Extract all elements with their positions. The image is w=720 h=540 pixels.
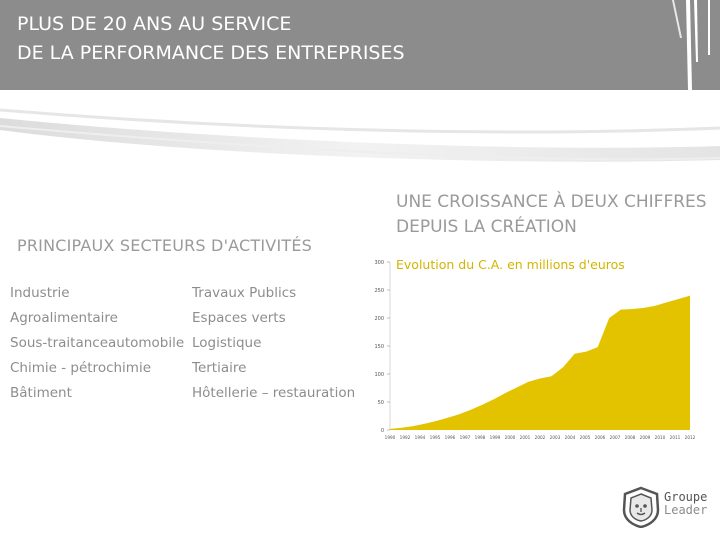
y-tick-label: 250 [374,288,384,294]
header-banner: PLUS DE 20 ANS AU SERVICE DE LA PERFORMA… [0,0,720,90]
sector-item: Industrie [10,285,70,301]
growth-title: UNE CROISSANCE À DEUX CHIFFRES DEPUIS LA… [396,190,707,240]
x-tick-label: 2006 [595,435,606,440]
sector-item: Tertiaire [192,360,246,376]
lion-logo-icon [620,486,662,528]
x-tick-label: 2003 [550,435,561,440]
x-tick-label: 2001 [520,435,531,440]
sector-item: Espaces verts [192,310,286,326]
sector-item: Travaux Publics [192,285,296,301]
sector-item: Bâtiment [10,385,72,401]
header-title: PLUS DE 20 ANS AU SERVICE DE LA PERFORMA… [17,10,405,68]
x-tick-label: 2004 [565,435,576,440]
x-tick-label: 2002 [535,435,546,440]
x-tick-label: 1990 [385,435,396,440]
sector-item: Sous-traitanceautomobile [10,335,184,351]
sector-item: Logistique [192,335,261,351]
y-tick-label: 50 [378,400,384,406]
y-tick-label: 150 [374,344,384,350]
x-tick-label: 1995 [430,435,441,440]
decorative-sweep [0,108,720,178]
x-tick-label: 1992 [400,435,411,440]
x-tick-label: 1994 [415,435,426,440]
x-tick-label: 1999 [490,435,501,440]
revenue-chart: 0 50 100 150 200 250 300 1990 1992 1994 1995 1996 1… [360,248,702,444]
y-tick-label: 300 [374,260,384,266]
y-tick-label: 200 [374,316,384,322]
sector-item: Chimie - pétrochimie [10,360,151,376]
header-title-line1: PLUS DE 20 ANS AU SERVICE [17,10,405,39]
growth-title-line1: UNE CROISSANCE À DEUX CHIFFRES [396,190,707,215]
growth-title-line2: DEPUIS LA CRÉATION [396,215,707,240]
x-tick-label: 2008 [625,435,636,440]
x-tick-label: 2007 [610,435,621,440]
x-tick-label: 2010 [655,435,666,440]
sector-item: Hôtellerie – restauration [192,385,355,401]
logo-text: Groupe Leader [664,491,707,517]
revenue-area [390,296,690,430]
x-tick-label: 2005 [580,435,591,440]
x-tick-label: 1997 [460,435,471,440]
sector-item: Agroalimentaire [10,310,118,326]
decorative-stripes [660,0,720,90]
x-tick-label: 1998 [475,435,486,440]
y-tick-label: 100 [374,372,384,378]
x-tick-label: 2012 [685,435,696,440]
x-tick-label: 1996 [445,435,456,440]
y-tick-label: 0 [381,428,384,434]
logo-line2: Leader [664,504,707,517]
header-title-line2: DE LA PERFORMANCE DES ENTREPRISES [17,39,405,68]
x-tick-label: 2000 [505,435,516,440]
x-tick-label: 2011 [670,435,681,440]
sectors-title: PRINCIPAUX SECTEURS D'ACTIVITÉS [17,236,312,255]
chart-title: Evolution du C.A. en millions d'euros [396,257,625,272]
x-tick-label: 2009 [640,435,651,440]
